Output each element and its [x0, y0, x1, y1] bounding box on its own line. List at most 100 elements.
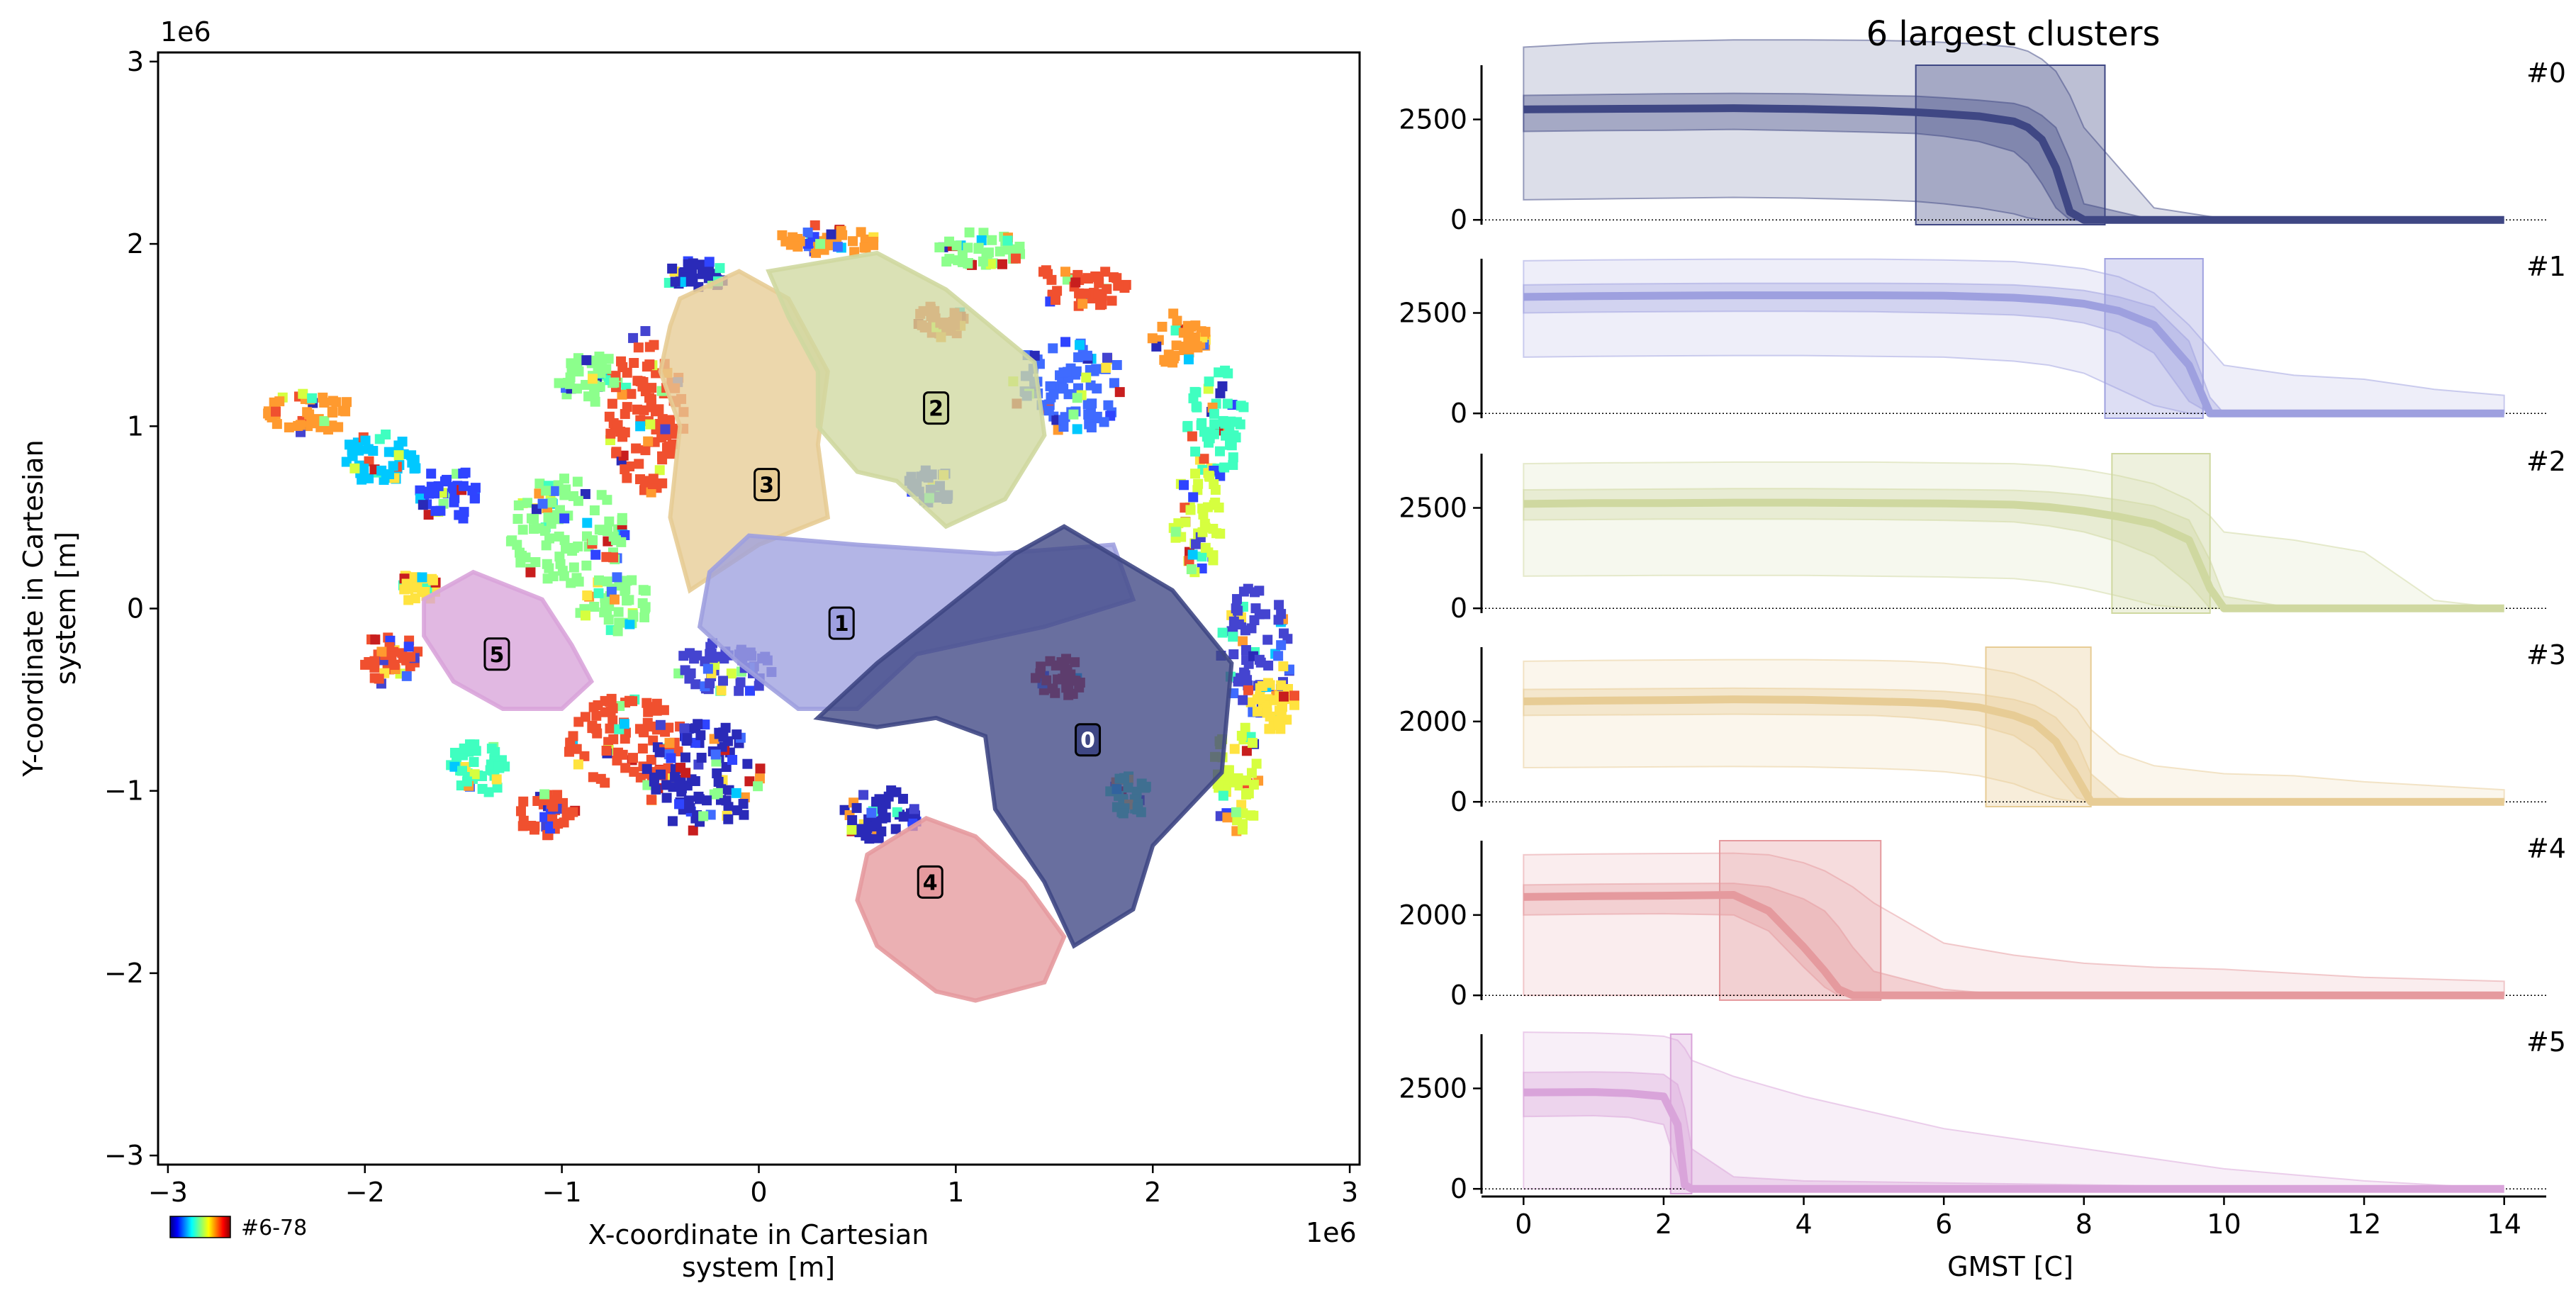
panel-y-tick-label: 0	[1450, 204, 1467, 235]
map-pixel	[612, 572, 622, 583]
cluster-label-text: 0	[1080, 729, 1095, 753]
panel-y-tick-label: 0	[1450, 593, 1467, 624]
map-pixel	[1081, 372, 1092, 383]
map-pixel	[469, 757, 479, 768]
panel-name: #4	[2526, 833, 2566, 864]
map-pixel	[614, 617, 625, 628]
map-pixel	[566, 365, 577, 376]
map-pixel	[542, 573, 553, 584]
map-pixel	[1245, 810, 1256, 821]
map-pixel	[651, 368, 661, 379]
map-pixel	[569, 562, 579, 573]
map-pixel	[745, 685, 756, 696]
map-pixel	[944, 236, 955, 247]
map-pixel	[732, 729, 742, 740]
map-pixel	[470, 483, 481, 493]
map-pixel	[680, 752, 690, 763]
map-pixel	[486, 759, 496, 770]
map-pixel	[564, 746, 574, 757]
map-pixel	[1274, 600, 1284, 610]
map-pixel	[651, 698, 662, 709]
cluster-panels: 0 2500 #0 0 2500 #1 0 2500 #2 0 2000 #3 0 2000 #4 0 2500…	[1399, 39, 2566, 1204]
map-pixel	[1217, 381, 1228, 391]
map-pixel	[654, 404, 664, 415]
map-pixel	[590, 549, 601, 560]
map-pixel	[638, 585, 649, 595]
map-pixel	[1238, 402, 1249, 413]
map-pixel	[1093, 273, 1104, 284]
map-pixel	[601, 745, 612, 756]
map-pixel	[611, 447, 622, 457]
map-pixel	[654, 465, 665, 476]
map-pixel	[1185, 505, 1196, 515]
map-pixel	[554, 551, 565, 562]
map-pixel	[695, 259, 706, 270]
map-pixel	[1163, 349, 1174, 360]
map-pixel	[656, 451, 667, 461]
map-pixel	[318, 392, 328, 403]
map-pixel	[1179, 480, 1189, 491]
map-pixel	[1274, 705, 1284, 716]
map-pixel	[518, 815, 529, 826]
map-pixel	[529, 514, 539, 525]
map-pixel	[458, 481, 469, 491]
cluster-region-2	[766, 250, 1047, 529]
map-pixel	[359, 464, 369, 474]
map-pixel	[690, 737, 700, 748]
map-pixel	[613, 607, 624, 617]
cluster-label-box	[754, 468, 780, 502]
map-pixel	[1060, 267, 1071, 277]
map-x-tick-label: 2	[1144, 1177, 1161, 1208]
map-pixel	[1072, 393, 1082, 403]
map-pixel	[602, 495, 612, 505]
map-x-tick-label: 3	[1341, 1177, 1358, 1208]
map-pixel	[1063, 366, 1073, 377]
map-pixel	[755, 763, 766, 774]
map-pixel	[985, 259, 996, 269]
map-pixel	[1260, 609, 1271, 620]
map-pixel	[1075, 340, 1085, 350]
map-pixel	[430, 505, 441, 516]
map-pixel	[644, 702, 655, 712]
map-pixel	[561, 484, 571, 495]
map-pixel	[1170, 325, 1181, 336]
map-pixel	[679, 723, 690, 734]
map-pixel	[517, 550, 527, 561]
map-pixel	[866, 807, 877, 818]
map-pixel	[837, 230, 848, 240]
map-pixel	[522, 498, 533, 508]
map-pixel	[571, 744, 582, 754]
map-pixel	[553, 819, 564, 829]
map-pixel	[704, 257, 715, 267]
map-pixel	[604, 516, 615, 527]
map-pixel	[742, 758, 753, 769]
map-pixel	[1045, 381, 1055, 391]
map-pixel	[573, 759, 583, 770]
map-pixel	[610, 535, 621, 546]
map-pixel	[620, 734, 630, 744]
panel-cluster-4: 0 2000 #4	[1399, 833, 2566, 1011]
map-pixel	[668, 429, 679, 439]
map-pixel	[384, 469, 395, 480]
map-pixel	[1276, 640, 1287, 651]
map-pixel	[1099, 417, 1109, 427]
map-pixel	[690, 775, 700, 786]
map-pixel	[713, 776, 724, 787]
map-pixel	[1113, 281, 1124, 291]
map-pixel	[717, 741, 727, 752]
map-pixel	[1251, 758, 1262, 769]
range-band	[1523, 258, 2505, 415]
map-pixel	[1051, 295, 1061, 306]
map-pixel	[1063, 389, 1074, 400]
map-pixel	[856, 227, 866, 237]
map-pixel	[1210, 485, 1221, 495]
map-pixel	[634, 459, 644, 469]
panel-x-tick-label: 4	[1795, 1209, 1812, 1240]
map-pixel	[581, 355, 592, 366]
map-pixel	[1189, 332, 1200, 342]
map-pixel	[627, 696, 638, 707]
map-y-ticks: −3 −2 −1 0 1 2 3	[104, 46, 158, 1171]
map-pixel	[670, 276, 681, 287]
map-pixel	[389, 659, 400, 670]
panel-name: #3	[2526, 639, 2566, 671]
